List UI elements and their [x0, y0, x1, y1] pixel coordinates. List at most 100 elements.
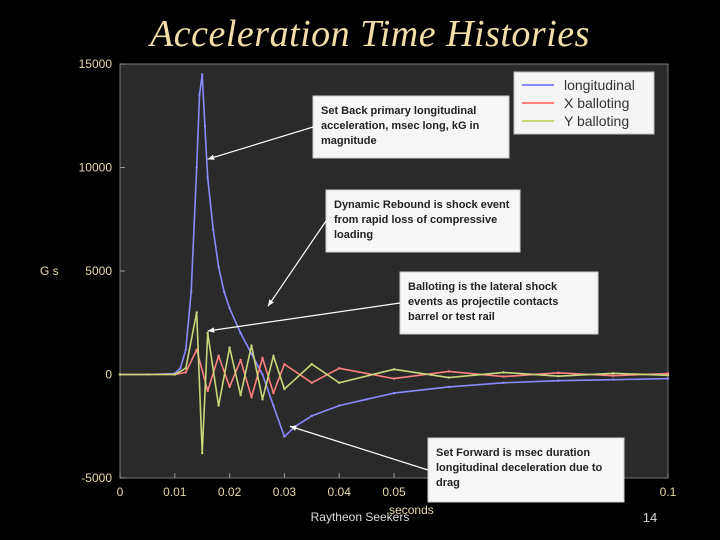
callout-arrowhead-set-back: [207, 154, 215, 160]
series-3-point: [612, 372, 615, 375]
y-tick-label: 5000: [85, 264, 112, 278]
series-1-point: [211, 228, 215, 231]
x-tick-label: 0.03: [273, 485, 297, 499]
y-tick-label: 10000: [79, 161, 113, 175]
series-1-point: [201, 73, 204, 76]
series-3-point: [239, 394, 242, 397]
series-2-point: [502, 375, 505, 378]
callout-box-balloting: [399, 271, 599, 335]
callout-arrowhead-dynamic-rebound: [268, 299, 274, 307]
callout-text-set-forward: longitudinal deceleration due to: [436, 462, 603, 474]
series-3-point: [283, 387, 286, 391]
series-line-1: [120, 73, 669, 438]
callout-text-balloting: Balloting is the lateral shock: [408, 281, 558, 293]
series-1-point: [392, 391, 396, 395]
y-tick-label: 15000: [79, 57, 113, 71]
y-tick-label: 0: [105, 368, 112, 382]
series-1-point: [203, 124, 207, 128]
callout-box-set-back: [312, 95, 510, 159]
series-2-point: [338, 367, 341, 370]
callout-arrowhead-set-forward: [289, 425, 297, 431]
callout-pointer-balloting: [207, 302, 401, 332]
series-3-point: [502, 371, 505, 374]
series-1-point: [261, 373, 264, 376]
callout-text-balloting: barrel or test rail: [408, 311, 495, 323]
series-2-point: [239, 358, 242, 362]
series-3-point: [250, 344, 253, 347]
y-axis-label: G s: [40, 264, 59, 278]
series-2-point: [206, 389, 209, 393]
series-2-point: [283, 362, 286, 366]
series-3-point: [118, 373, 122, 376]
y-tick-label: -5000: [81, 471, 112, 485]
callout-text-set-back: acceleration, msec long, kG in: [321, 120, 480, 132]
series-3-point: [666, 374, 670, 377]
series-2-point: [392, 377, 396, 380]
page-number: 14: [642, 510, 658, 525]
callout-arrowhead-balloting: [207, 327, 215, 333]
series-1-point: [184, 348, 187, 351]
series-2-point: [666, 372, 670, 375]
series-3-point: [184, 367, 187, 370]
series-3-point: [173, 373, 176, 376]
series-3-point: [310, 362, 313, 366]
series-2-point: [228, 385, 231, 389]
series-1-point: [502, 381, 505, 384]
callout-pointer-set-back: [207, 126, 314, 160]
series-3-point: [195, 311, 198, 314]
series-3-point: [338, 381, 341, 384]
x-tick-label: 0.1: [660, 485, 677, 499]
series-1-point: [283, 435, 286, 438]
series-1-point: [250, 352, 253, 355]
x-tick-label: 0.01: [163, 485, 187, 499]
series-3-point: [217, 404, 220, 407]
x-axis-label: seconds: [389, 503, 434, 517]
callout-pointer-dynamic-rebound: [267, 220, 327, 307]
x-tick-label: 0.04: [328, 485, 352, 499]
series-1-point: [190, 290, 193, 293]
series-3-point: [261, 398, 264, 401]
series-3-point: [201, 451, 204, 455]
callout-text-dynamic-rebound: loading: [334, 229, 373, 241]
series-1-point: [228, 307, 231, 310]
x-tick-label: 0.02: [218, 485, 242, 499]
series-1-point: [217, 265, 220, 269]
callout-text-set-back: magnitude: [321, 135, 377, 147]
x-tick-label: 0.05: [382, 485, 406, 499]
series-1-point: [179, 367, 182, 370]
callout-text-dynamic-rebound: Dynamic Rebound is shock event: [334, 199, 510, 211]
callout-box-set-forward: [427, 437, 625, 503]
series-3-point: [272, 354, 275, 358]
series-3-point: [447, 376, 450, 379]
series-1-point: [239, 331, 242, 335]
callout-text-set-forward: drag: [436, 477, 460, 489]
series-3-point: [228, 346, 231, 349]
series-2-point: [310, 381, 313, 384]
legend-label-2: X balloting: [564, 95, 629, 111]
series-3-point: [392, 368, 396, 371]
series-2-point: [195, 348, 198, 351]
series-3-point: [557, 374, 560, 378]
callout-pointer-set-forward: [289, 425, 429, 471]
series-1-point: [206, 176, 209, 180]
series-1-point: [310, 414, 313, 418]
series-1-point: [272, 404, 275, 407]
series-1-point: [557, 379, 560, 382]
series-1-point: [195, 166, 198, 169]
series-1-point: [222, 290, 226, 293]
series-2-point: [272, 391, 275, 395]
series-2-point: [447, 370, 450, 373]
x-tick-label: 0: [117, 485, 124, 499]
series-2-point: [612, 374, 615, 377]
callout-text-set-forward: Set Forward is msec duration: [436, 447, 590, 459]
series-1-point: [666, 377, 670, 380]
series-2-point: [557, 371, 560, 375]
callout-text-balloting: events as projectile contacts: [408, 296, 558, 308]
series-1-point: [198, 93, 201, 97]
series-2-point: [217, 354, 220, 358]
callout-text-dynamic-rebound: from rapid loss of compressive: [334, 214, 497, 226]
series-3-point: [206, 331, 209, 335]
legend-label-3: Y balloting: [564, 113, 629, 129]
series-2-point: [261, 356, 264, 360]
